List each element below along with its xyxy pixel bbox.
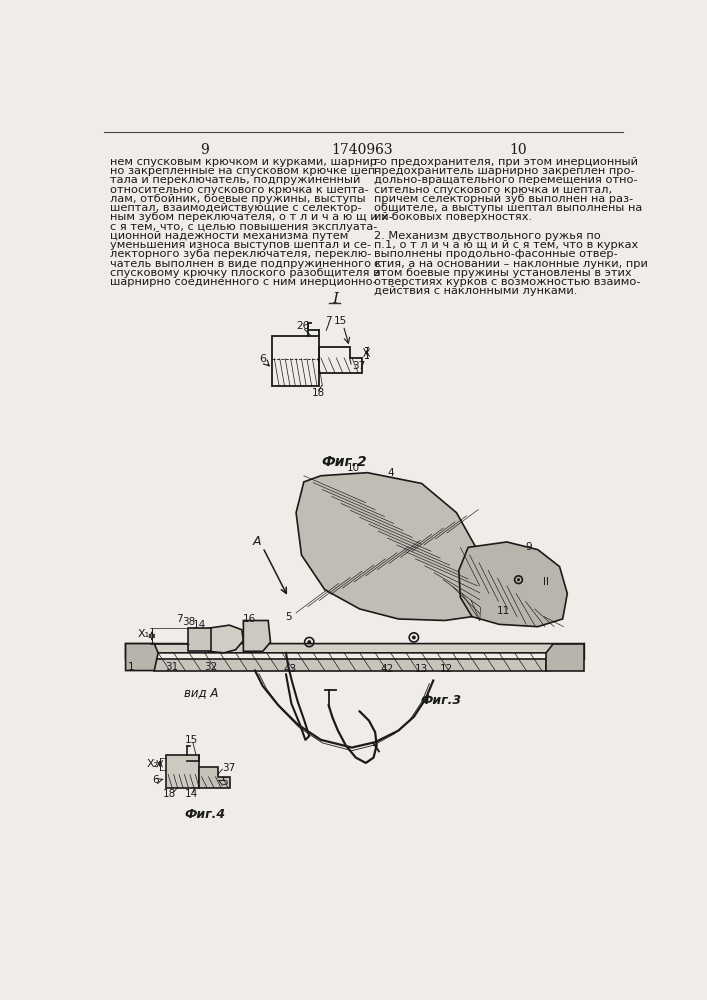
Circle shape (308, 640, 311, 644)
Text: 15: 15 (185, 735, 198, 745)
Text: 6: 6 (259, 354, 267, 364)
Text: шарнирно соединенного с ним инерционно-: шарнирно соединенного с ним инерционно- (110, 277, 377, 287)
Polygon shape (243, 620, 271, 651)
Text: 14: 14 (192, 620, 206, 630)
Text: 37: 37 (223, 763, 235, 773)
Text: 18: 18 (163, 789, 176, 799)
Polygon shape (126, 644, 158, 671)
Text: этом боевые пружины установлены в этих: этом боевые пружины установлены в этих (373, 268, 631, 278)
Polygon shape (546, 644, 585, 671)
Polygon shape (166, 755, 199, 788)
Text: 43: 43 (284, 664, 296, 674)
Text: 31: 31 (165, 662, 179, 672)
Text: относительно спускового крючка к шепта-: относительно спускового крючка к шепта- (110, 185, 369, 195)
Text: общителе, а выступы шептал выполнены на: общителе, а выступы шептал выполнены на (373, 203, 642, 213)
Text: чатель выполнен в виде подпружиненного к: чатель выполнен в виде подпружиненного к (110, 259, 382, 269)
Polygon shape (126, 644, 585, 659)
Polygon shape (199, 767, 230, 788)
Text: 38: 38 (182, 617, 196, 627)
Polygon shape (154, 659, 546, 671)
Text: вид A: вид A (184, 686, 218, 699)
Text: тала и переключатель, подпружиненный: тала и переключатель, подпружиненный (110, 175, 361, 185)
Text: Фиг.2: Фиг.2 (321, 455, 367, 469)
Text: 13: 13 (415, 664, 428, 674)
Text: 10: 10 (347, 463, 360, 473)
Text: 1: 1 (128, 662, 134, 672)
Text: X₂: X₂ (146, 759, 159, 769)
Text: 4: 4 (387, 468, 394, 478)
Text: предохранитель шарнирно закреплен про-: предохранитель шарнирно закреплен про- (373, 166, 634, 176)
Text: ным зубом переключателя, о т л и ч а ю щ и й-: ным зубом переключателя, о т л и ч а ю щ… (110, 212, 393, 222)
Polygon shape (296, 473, 480, 620)
Text: 1740963: 1740963 (331, 143, 393, 157)
Text: ционной надежности механизма путем: ционной надежности механизма путем (110, 231, 349, 241)
Text: 16: 16 (243, 614, 256, 624)
Polygon shape (209, 625, 243, 653)
Text: 5: 5 (221, 777, 228, 787)
Text: 12: 12 (440, 664, 453, 674)
Text: 32: 32 (204, 662, 218, 672)
Text: нем спусковым крючком и курками, шарнир-: нем спусковым крючком и курками, шарнир- (110, 157, 381, 167)
Text: лам, отбойник, боевые пружины, выступы: лам, отбойник, боевые пружины, выступы (110, 194, 366, 204)
Text: 26: 26 (296, 321, 310, 331)
Text: Фиг.3: Фиг.3 (421, 694, 462, 707)
Text: 7: 7 (325, 316, 332, 326)
Text: 2. Механизм двуствольного ружья по: 2. Механизм двуствольного ружья по (373, 231, 600, 241)
Text: го предохранителя, при этом инерционный: го предохранителя, при этом инерционный (373, 157, 638, 167)
Text: 11: 11 (496, 606, 510, 616)
Text: лекторного зуба переключателя, переклю-: лекторного зуба переключателя, переклю- (110, 249, 371, 259)
Text: стия, а на основании – наклонные лунки, при: стия, а на основании – наклонные лунки, … (373, 259, 648, 269)
Text: дольно-вращательного перемещения отно-: дольно-вращательного перемещения отно- (373, 175, 637, 185)
Circle shape (412, 636, 416, 639)
Text: 7: 7 (177, 614, 183, 624)
Polygon shape (187, 628, 211, 651)
Text: 18: 18 (312, 388, 325, 398)
Text: II: II (543, 577, 549, 587)
Text: шептал, взаимодействующие с селектор-: шептал, взаимодействующие с селектор- (110, 203, 362, 213)
Text: 9: 9 (200, 143, 209, 157)
Text: Фиг.4: Фиг.4 (184, 808, 226, 821)
Circle shape (517, 578, 520, 581)
Text: п.1, о т л и ч а ю щ и й с я тем, что в курках: п.1, о т л и ч а ю щ и й с я тем, что в … (373, 240, 638, 250)
Text: сительно спускового крючка и шептал,: сительно спускового крючка и шептал, (373, 185, 612, 195)
Text: 5: 5 (285, 612, 292, 622)
Text: причем селекторный зуб выполнен на раз-: причем селекторный зуб выполнен на раз- (373, 194, 633, 204)
Text: уменьшения износа выступов шептал и се-: уменьшения износа выступов шептал и се- (110, 240, 371, 250)
Text: 9: 9 (525, 542, 532, 552)
Text: A: A (253, 535, 262, 548)
Text: но закрепленные на спусковом крючке шеп-: но закрепленные на спусковом крючке шеп- (110, 166, 380, 176)
Text: их боковых поверхностях.: их боковых поверхностях. (373, 212, 532, 222)
Text: 42: 42 (380, 664, 393, 674)
Text: 14: 14 (185, 789, 198, 799)
Text: I: I (332, 292, 338, 306)
Text: отверстиях курков с возможностью взаимо-: отверстиях курков с возможностью взаимо- (373, 277, 640, 287)
Text: X₁: X₁ (138, 629, 151, 639)
Text: спусковому крючку плоского разобщителя и: спусковому крючку плоского разобщителя и (110, 268, 380, 278)
Text: 10: 10 (510, 143, 527, 157)
Text: выполнены продольно-фасонные отвер-: выполнены продольно-фасонные отвер- (373, 249, 617, 259)
Text: с я тем, что, с целью повышения эксплуата-: с я тем, что, с целью повышения эксплуат… (110, 222, 378, 232)
Text: 6: 6 (153, 775, 159, 785)
Text: 15: 15 (334, 316, 347, 326)
Text: действия с наклонными лунками.: действия с наклонными лунками. (373, 286, 577, 296)
Text: 37: 37 (352, 361, 365, 371)
Polygon shape (459, 542, 567, 627)
